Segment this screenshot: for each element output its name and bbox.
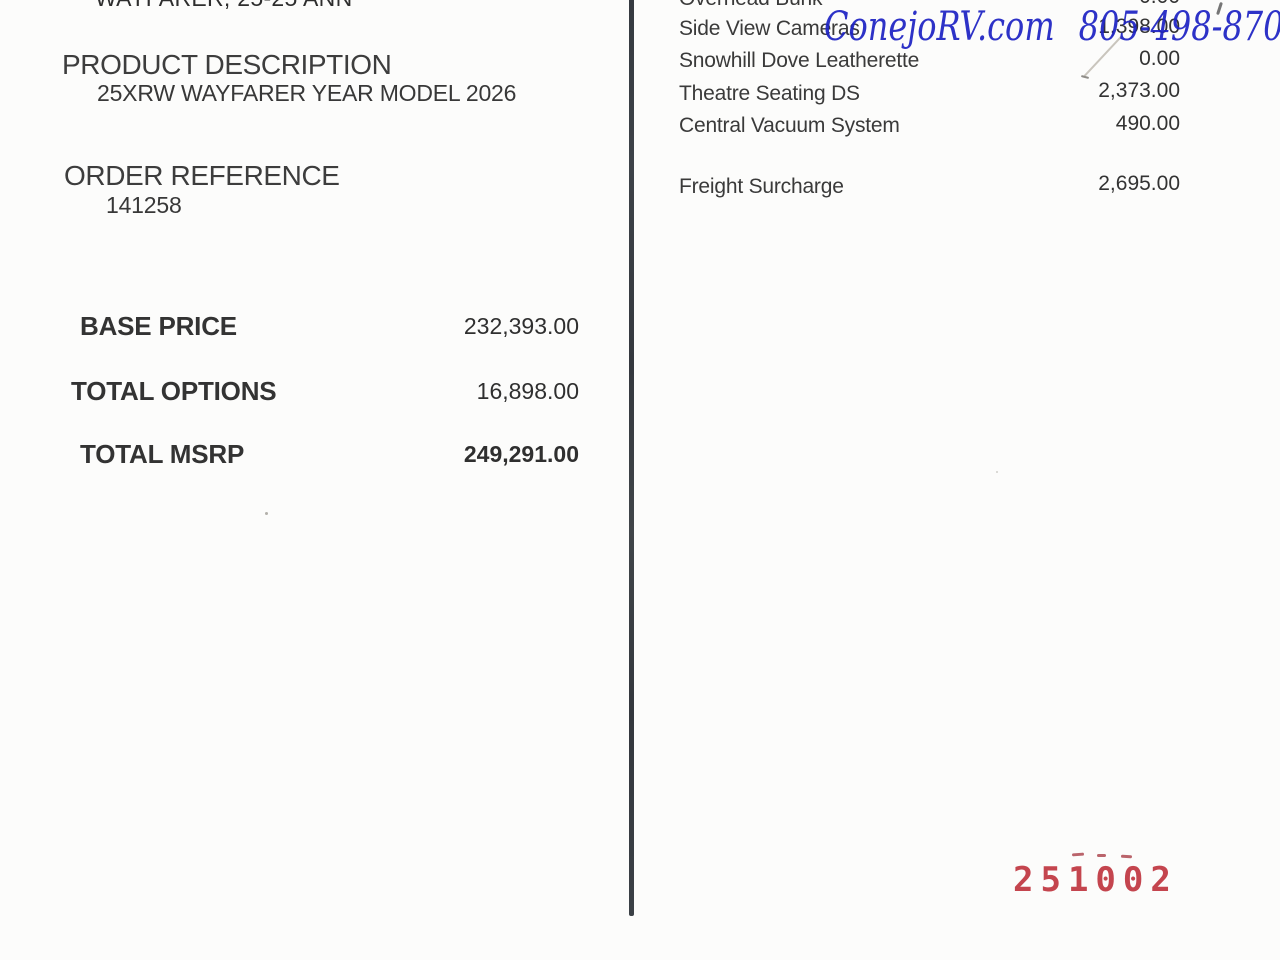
option-value-snowhill-dove-leatherette: 0.00 xyxy=(1139,47,1180,70)
option-value-freight-surcharge: 2,695.00 xyxy=(1098,172,1180,195)
product-description-label: PRODUCT DESCRIPTION xyxy=(62,49,392,80)
base-price-value: 232,393.00 xyxy=(463,313,579,339)
base-price-label: BASE PRICE xyxy=(80,311,237,341)
column-divider-line xyxy=(629,0,634,916)
total-msrp-label: TOTAL MSRP xyxy=(80,439,245,469)
total-msrp-value: 249,291.00 xyxy=(463,441,579,467)
option-value-theatre-seating-ds: 2,373.00 xyxy=(1098,79,1180,102)
option-label-freight-surcharge: Freight Surcharge xyxy=(679,175,844,198)
stamp-artifact-dash xyxy=(1120,854,1133,859)
dealer-website-text: ConejoRV.com xyxy=(824,4,1055,50)
order-reference-value: 141258 xyxy=(106,192,182,218)
total-options-value: 16,898.00 xyxy=(476,378,579,404)
product-description-value: 25XRW WAYFARER YEAR MODEL 2026 xyxy=(97,80,517,106)
order-reference-label: ORDER REFERENCE xyxy=(64,160,340,191)
scan-speck xyxy=(265,512,268,515)
scan-speck xyxy=(996,471,998,473)
option-label-side-view-cameras: Side View Cameras xyxy=(679,17,860,40)
option-label-central-vacuum-system: Central Vacuum System xyxy=(679,114,900,137)
option-value-side-view-cameras: 1,398.00 xyxy=(1098,15,1180,38)
stamp-artifact-dash xyxy=(1097,854,1106,857)
total-options-label: TOTAL OPTIONS xyxy=(71,376,277,406)
stamp-number: 251002 xyxy=(1013,860,1178,900)
stamp-artifact-dash xyxy=(1071,852,1085,857)
option-label-theatre-seating-ds: Theatre Seating DS xyxy=(679,82,860,105)
option-label-snowhill-dove-leatherette: Snowhill Dove Leatherette xyxy=(679,49,920,72)
option-label-overhead-bunk: Overhead Bunk xyxy=(679,0,823,10)
dealer-watermark: ConejoRV.com 805-498-8700 xyxy=(824,4,1280,50)
option-value-overhead-bunk: 0.00 xyxy=(900,0,1180,8)
clipped-model-line: WAYFARER, 25-25 ANN xyxy=(95,0,353,11)
dealer-phone-text: 805-498-8700 xyxy=(1078,4,1280,50)
option-value-central-vacuum-system: 490.00 xyxy=(1115,112,1180,135)
